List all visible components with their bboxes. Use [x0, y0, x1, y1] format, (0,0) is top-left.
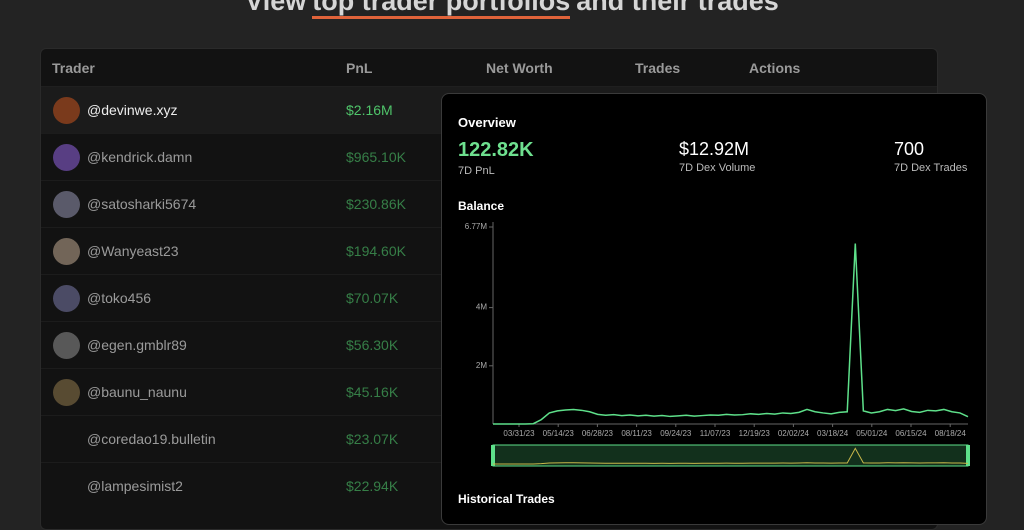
column-header: Trader: [52, 60, 95, 76]
stat-label: 7D Dex Trades: [894, 162, 968, 174]
column-header: PnL: [346, 60, 373, 76]
trader-pnl: $56.30K: [346, 337, 399, 353]
stat-label: 7D PnL: [458, 165, 495, 177]
title-start: View: [245, 0, 307, 16]
overview-title: Overview: [458, 115, 516, 130]
x-tick-label: 02/02/24: [778, 429, 810, 438]
balance-chart: 2M 4M 6.77M 03/31/23 05/14/23 06/28/23 08/11/2…: [465, 222, 970, 467]
balance-title: Balance: [458, 199, 505, 213]
x-tick-label: 12/19/23: [739, 429, 771, 438]
avatar: [53, 144, 80, 171]
trader-pnl: $965.10K: [346, 149, 406, 165]
range-line: [493, 447, 969, 465]
trader-pnl: $2.16M: [346, 102, 393, 118]
avatar: [53, 332, 80, 359]
y-tick-label: 4M: [476, 303, 487, 312]
trader-name: @kendrick.damn: [87, 149, 193, 165]
trader-pnl: $230.86K: [346, 196, 406, 212]
trader-pnl: $194.60K: [346, 243, 406, 259]
range-handle: [966, 445, 970, 466]
table-row: @satosharki5674 $230.86K: [41, 180, 937, 227]
x-tick-label: 09/24/23: [660, 429, 692, 438]
trader-pnl: $70.07K: [346, 290, 399, 306]
trader-name: @coredao19.bulletin: [87, 431, 216, 447]
balance-line: [493, 243, 969, 425]
avatar: [53, 379, 80, 406]
trader-pnl: $45.16K: [346, 384, 399, 400]
trader-name: @egen.gmblr89: [87, 337, 187, 353]
stat-value: 122.82K: [458, 139, 534, 161]
column-header: Actions: [749, 60, 801, 76]
column-header: Trades: [635, 60, 681, 76]
page-title: View top trader portfolios and their trade…: [0, 0, 1024, 19]
x-tick-label: 06/15/24: [895, 429, 927, 438]
title-end: and their trades: [576, 0, 779, 16]
column-header: Net Worth: [486, 60, 553, 76]
y-tick-label: 2M: [476, 361, 487, 370]
x-tick-label: 03/31/23: [503, 429, 535, 438]
trader-name: @Wanyeast23: [87, 243, 179, 259]
x-tick-label: 11/07/23: [700, 429, 731, 438]
avatar: [53, 97, 80, 124]
x-tick-label: 08/11/23: [621, 429, 652, 438]
stat-value: $12.92M: [679, 139, 750, 159]
historical-title: Historical Trades: [458, 492, 555, 506]
y-tick-label: 6.77M: [465, 222, 488, 231]
trader-pnl: $23.07K: [346, 431, 399, 447]
trader-pnl: $22.94K: [346, 478, 399, 494]
avatar: [53, 191, 80, 218]
trader-name: @lampesimist2: [87, 478, 183, 494]
x-tick-label: 03/18/24: [817, 429, 849, 438]
trader-name: @devinwe.xyz: [87, 102, 178, 118]
stat-label: 7D Dex Volume: [679, 162, 756, 174]
trader-name: @satosharki5674: [87, 196, 197, 212]
stat-value: 700: [894, 139, 925, 159]
avatar: [53, 238, 80, 265]
x-tick-label: 06/28/23: [582, 429, 614, 438]
trader-name: @toko456: [87, 290, 152, 306]
trader-name: @baunu_naunu: [87, 384, 187, 400]
x-tick-label: 05/01/24: [856, 429, 888, 438]
x-tick-label: 08/18/24: [935, 429, 967, 438]
title-highlight: top trader portfolios: [312, 0, 571, 19]
range-handle: [491, 445, 495, 466]
avatar: [53, 285, 80, 312]
x-tick-label: 05/14/23: [543, 429, 575, 438]
